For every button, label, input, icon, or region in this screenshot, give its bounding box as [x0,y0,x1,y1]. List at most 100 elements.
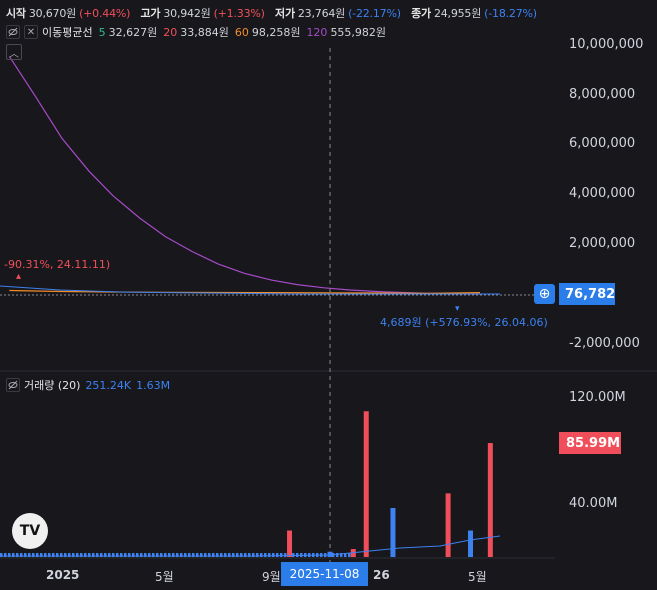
volume-bar-small [112,553,115,557]
volume-bar-small [20,553,23,557]
volume-bar-small [340,553,343,557]
volume-bar-small [120,553,123,557]
volume-bar-small [344,553,347,557]
ma-line-120 [8,56,481,295]
volume-legend: 거래량 (20) 251.24K 1.63M [6,377,175,393]
volume-bar-small [124,553,127,557]
plus-icon[interactable]: ⊕ [534,284,555,304]
volume-bar [487,443,493,557]
volume-bar-small [240,553,243,557]
volume-bar-small [348,553,351,557]
volume-ma-line [0,535,501,557]
low-label: 저가 [275,7,295,20]
x-tick-label: 9월 [262,570,281,584]
volume-bar-small [12,553,15,557]
volume-bar-small [232,553,235,557]
volume-bar-small [128,553,131,557]
last-volume-tag: 85.99M [559,432,621,454]
volume-bar-small [140,553,143,557]
vol-tick-label: 120.00M [569,390,626,405]
y-tick-label: 6,000,000 [569,136,636,151]
close-icon[interactable]: ✕ [24,25,38,39]
open-value: 30,670원 [28,7,77,20]
close-label: 종가 [411,7,431,20]
ma-title: 이동평균선 [42,26,93,39]
volume-bar-small [56,553,59,557]
low-value: 23,764원 [297,7,346,20]
volume-bar-small [116,553,119,557]
volume-bar-small [272,553,275,557]
y-tick-label: 8,000,000 [569,87,636,102]
low-annotation: 4,689원 (+576.93%, 26.04.06) [380,316,548,329]
x-tick-label: 2025 [46,568,80,582]
volume-bar-small [236,553,239,557]
volume-bar [445,493,451,557]
volume-bar-small [260,553,263,557]
volume-bar-small [4,553,7,557]
vol-tick-label: 40.00M [569,496,618,511]
volume-bar-small [276,553,279,557]
volume-bar-small [204,553,207,557]
collapse-icon[interactable]: ︿ [6,44,22,60]
ma60-value: 98,258원 [251,26,301,39]
tradingview-logo[interactable]: TV [12,513,48,549]
x-tick-label: 26 [373,568,390,582]
close-value: 24,955원 [433,7,482,20]
ma20-period: 20 [163,25,178,39]
volume-bar [468,530,474,557]
volume-bar-small [80,553,83,557]
volume-bar-small [252,553,255,557]
volume-bar-small [76,553,79,557]
x-tick-label: 5월 [468,570,487,584]
volume-value-1: 251.24K [85,378,132,392]
eye-off-icon[interactable] [6,378,20,392]
volume-bar-small [60,553,63,557]
volume-bar [287,530,293,557]
volume-bar-small [188,553,191,557]
volume-bar [363,411,369,557]
ma-line-60 [9,289,481,294]
volume-bar-small [248,553,251,557]
volume-bar-small [280,553,283,557]
volume-bar-small [92,553,95,557]
volume-bar-small [144,553,147,557]
volume-bar-small [228,553,231,557]
volume-bar-small [164,553,167,557]
volume-bar-small [108,553,111,557]
volume-bar-small [28,553,31,557]
volume-bar-small [68,553,71,557]
volume-bar-small [212,553,215,557]
volume-bar-small [148,553,151,557]
volume-bar-small [16,553,19,557]
volume-bar-small [336,553,339,557]
volume-bar-small [200,553,203,557]
volume-bar-small [168,553,171,557]
eye-off-icon[interactable] [6,25,20,39]
volume-bar-small [88,553,91,557]
volume-bar-small [96,553,99,557]
volume-bar-small [156,553,159,557]
ma5-value: 32,627원 [108,26,158,39]
open-change: (+0.44%) [79,7,131,20]
ma20-value: 33,884원 [180,26,229,39]
volume-bar [327,551,333,557]
volume-value-2: 1.63M [136,378,171,392]
volume-bar-small [192,553,195,557]
volume-bar-small [48,553,51,557]
last-price-tag: 76,782 [559,283,615,305]
volume-bar-small [256,553,259,557]
ma120-period: 120 [306,25,328,39]
volume-bar-small [72,553,75,557]
ohlc-legend: 시작 30,670원 (+0.44%) 고가 30,942원 (+1.33%) 저가 23… [6,5,544,21]
ma60-period: 60 [234,25,249,39]
volume-bar-small [36,553,39,557]
close-change: (-18.27%) [484,7,537,20]
high-label: 고가 [140,7,161,20]
volume-bar-small [220,553,223,557]
volume-bar-small [104,553,107,557]
volume-bar-small [152,553,155,557]
volume-bar-small [8,553,11,557]
volume-bar-small [136,553,139,557]
crosshair-date-label: 2025-11-08 [281,562,368,586]
